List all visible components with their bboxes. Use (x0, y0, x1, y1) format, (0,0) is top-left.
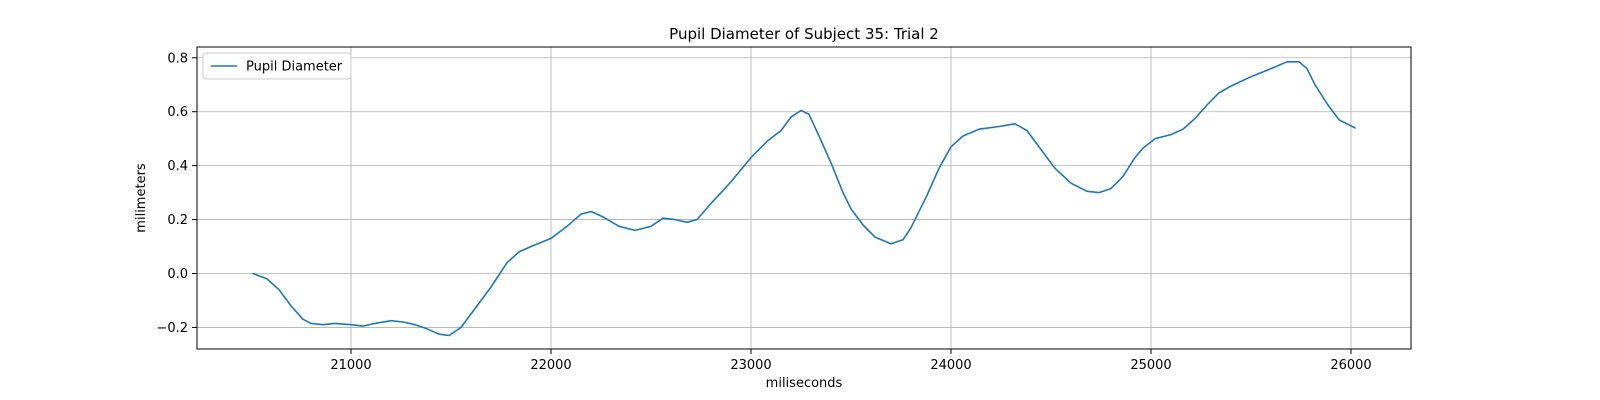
x-axis-ticks: 21000 22000 23000 24000 25000 26000 (330, 349, 1372, 373)
y-tick-label: 0.2 (167, 213, 188, 228)
y-tick-label: −0.2 (156, 321, 188, 336)
y-tick-label: 0.0 (167, 267, 188, 282)
x-tick-label: 23000 (730, 358, 771, 373)
x-tick-label: 22000 (530, 358, 571, 373)
x-axis-label: miliseconds (766, 376, 843, 391)
x-tick-label: 26000 (1330, 358, 1371, 373)
x-tick-label: 21000 (330, 358, 371, 373)
legend-label-pupil-diameter: Pupil Diameter (246, 60, 343, 75)
x-tick-label: 24000 (930, 358, 971, 373)
x-tick-label: 25000 (1130, 358, 1171, 373)
legend-box (202, 52, 352, 80)
chart-title: Pupil Diameter of Subject 35: Trial 2 (669, 25, 939, 43)
grid (197, 47, 1411, 349)
series-layer (252, 61, 1356, 337)
legend: Pupil Diameter (202, 52, 352, 80)
y-axis-ticks: −0.2 0.0 0.2 0.4 0.6 0.8 (156, 51, 197, 336)
y-tick-label: 0.6 (167, 105, 188, 120)
y-tick-label: 0.4 (167, 159, 188, 174)
series-line-pupil-diameter (252, 61, 1356, 337)
y-axis-label: milimeters (134, 163, 149, 233)
plot-area-frame (196, 46, 1412, 350)
y-tick-label: 0.8 (167, 51, 188, 66)
